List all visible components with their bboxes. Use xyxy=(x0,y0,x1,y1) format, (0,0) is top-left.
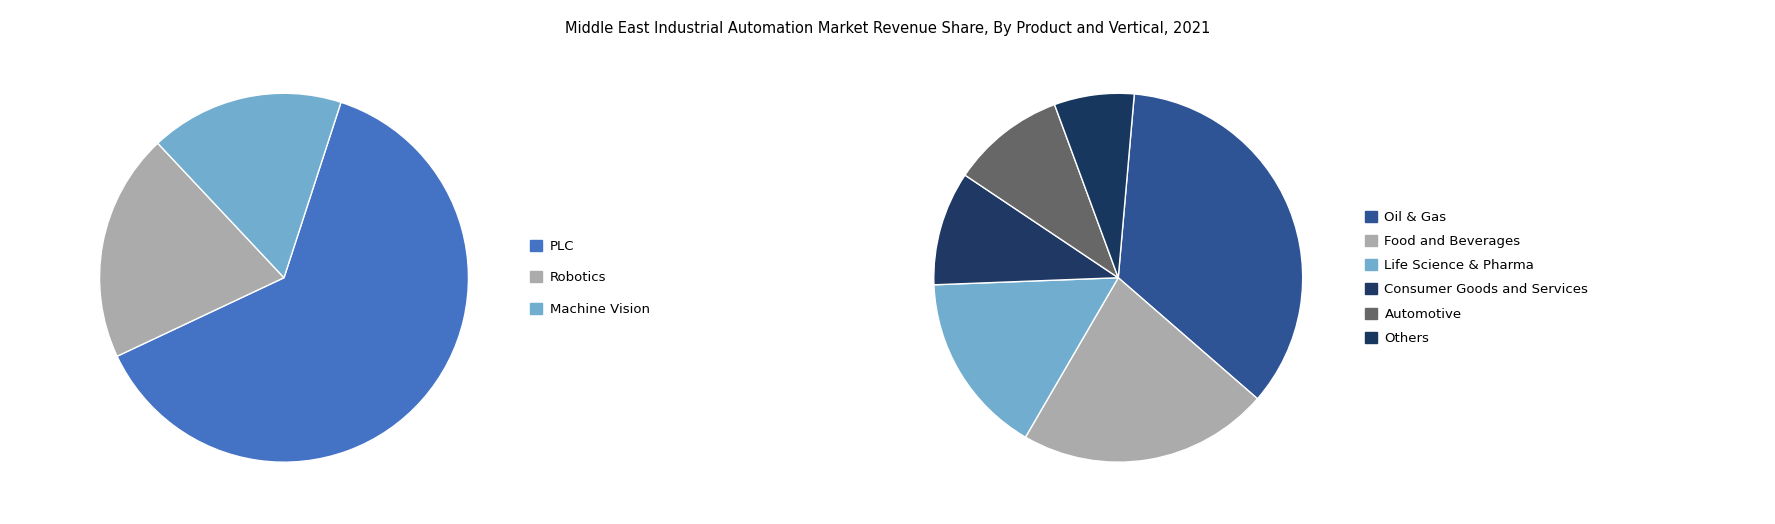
Wedge shape xyxy=(158,93,341,278)
Wedge shape xyxy=(966,105,1118,278)
Legend: Oil & Gas, Food and Beverages, Life Science & Pharma, Consumer Goods and Service: Oil & Gas, Food and Beverages, Life Scie… xyxy=(1365,211,1589,345)
Legend: PLC, Robotics, Machine Vision: PLC, Robotics, Machine Vision xyxy=(531,239,650,316)
Wedge shape xyxy=(99,143,284,356)
Wedge shape xyxy=(117,102,469,462)
Wedge shape xyxy=(934,278,1118,437)
Wedge shape xyxy=(1054,93,1134,278)
Wedge shape xyxy=(1118,94,1303,399)
Wedge shape xyxy=(1026,278,1257,462)
Text: Middle East Industrial Automation Market Revenue Share, By Product and Vertical,: Middle East Industrial Automation Market… xyxy=(564,21,1211,36)
Wedge shape xyxy=(934,175,1118,285)
